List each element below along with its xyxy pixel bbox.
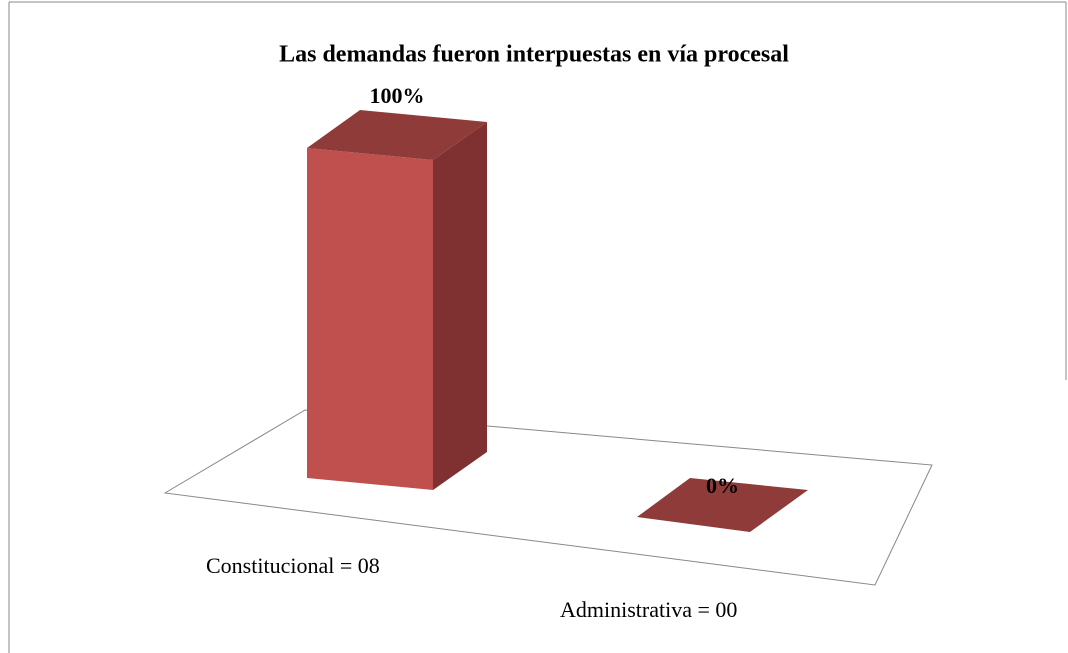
x-tick-label: Constitucional = 08 xyxy=(206,553,380,578)
data-label: 100% xyxy=(370,83,425,108)
bar xyxy=(637,478,808,532)
data-label: 0% xyxy=(706,473,739,498)
bar-top xyxy=(307,110,487,160)
bar-front xyxy=(307,148,433,490)
chart-title: Las demandas fueron interpuestas en vía … xyxy=(279,42,789,68)
x-tick-label: Administrativa = 00 xyxy=(560,597,737,622)
bar-top xyxy=(637,478,808,532)
bar xyxy=(307,110,487,490)
bar-side xyxy=(433,122,487,490)
